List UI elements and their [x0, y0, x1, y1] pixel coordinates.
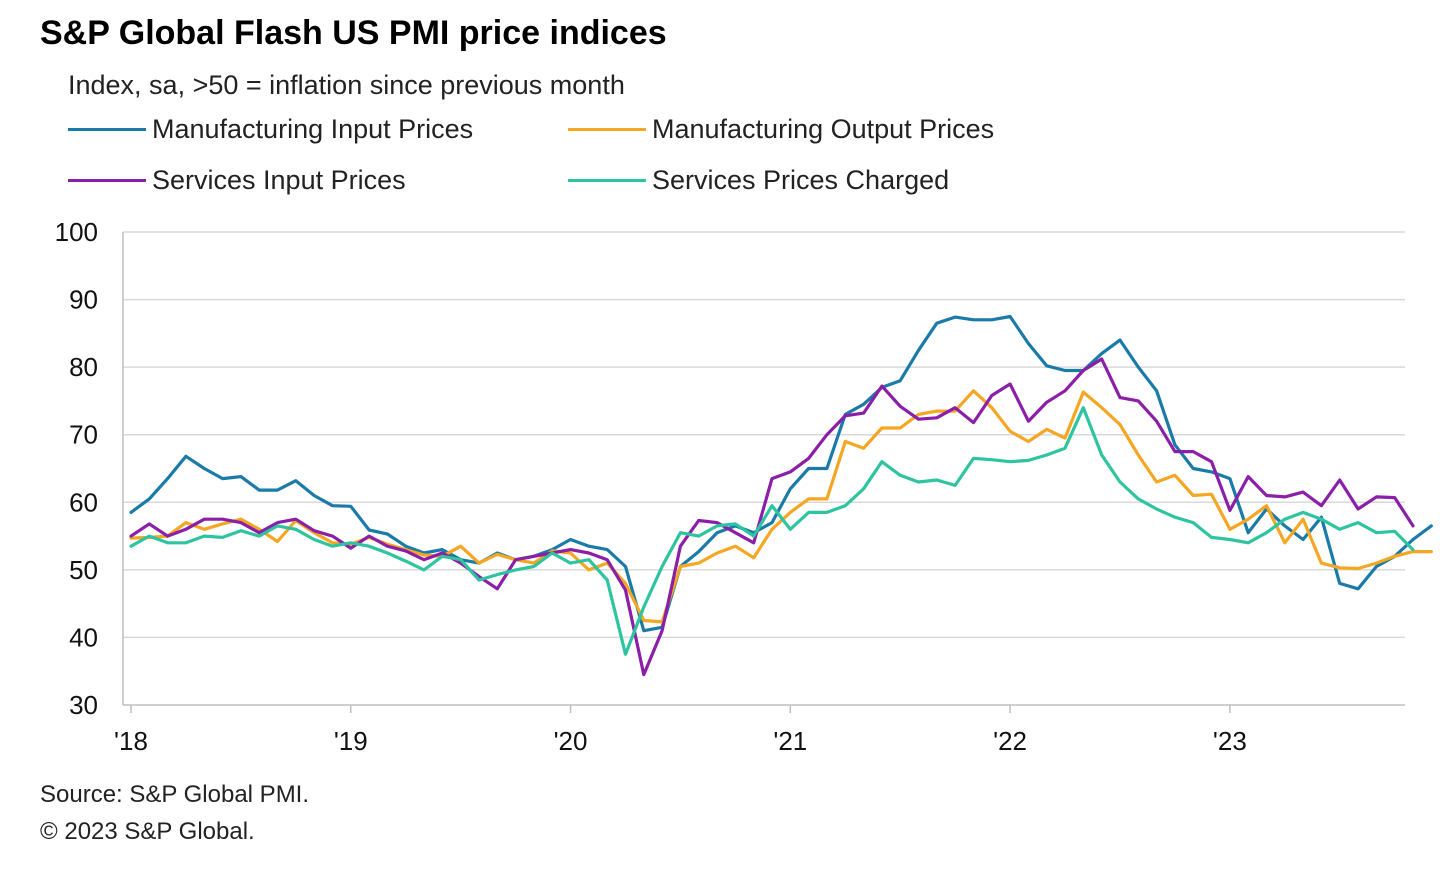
legend-item-manufacturing-input: Manufacturing Input Prices [68, 114, 473, 144]
series-line-services-input-prices [129, 357, 1415, 677]
legend-label: Manufacturing Input Prices [152, 113, 474, 144]
copyright-note: © 2023 S&P Global. [40, 818, 255, 845]
legend-label: Services Input Prices [152, 164, 406, 195]
axes [122, 232, 1405, 713]
x-tick-label: '23 [1213, 726, 1247, 756]
y-tick-label: 90 [69, 285, 98, 315]
legend-label: Manufacturing Output Prices [652, 113, 995, 144]
y-tick-label: 60 [69, 487, 98, 517]
series-line-services-prices-charged [129, 406, 1415, 656]
x-tick-label: '22 [993, 726, 1027, 756]
legend-item-manufacturing-output: Manufacturing Output Prices [568, 114, 994, 144]
legend-label: Services Prices Charged [652, 164, 950, 195]
legend-swatch-services-charged [568, 178, 646, 182]
y-tick-label: 40 [69, 622, 98, 652]
x-tick-label: '18 [114, 726, 148, 756]
source-note: Source: S&P Global PMI. [40, 781, 310, 808]
legend-swatch-manufacturing-output [568, 127, 646, 131]
tick-labels: 30 40 50 60 70 80 90 100 '18 '19 '20 '21 '22 '23 [55, 217, 1247, 756]
y-tick-label: 80 [69, 352, 98, 382]
legend-swatch-manufacturing-input [68, 127, 146, 131]
y-tick-label: 50 [69, 555, 98, 585]
legend-item-services-charged: Services Prices Charged [568, 165, 949, 195]
gridlines [123, 231, 1405, 639]
chart-title: S&P Global Flash US PMI price indices [40, 14, 667, 52]
x-tick-label: '19 [334, 726, 368, 756]
x-tick-label: '21 [773, 726, 807, 756]
x-tick-label: '20 [554, 726, 588, 756]
legend-swatch-services-input [68, 178, 146, 182]
series-lines [129, 314, 1433, 677]
y-tick-label: 30 [69, 690, 98, 720]
y-tick-label: 70 [69, 420, 98, 450]
chart-subtitle: Index, sa, >50 = inflation since previou… [68, 70, 625, 100]
legend-item-services-input: Services Input Prices [68, 165, 406, 195]
y-tick-label: 100 [55, 217, 98, 247]
